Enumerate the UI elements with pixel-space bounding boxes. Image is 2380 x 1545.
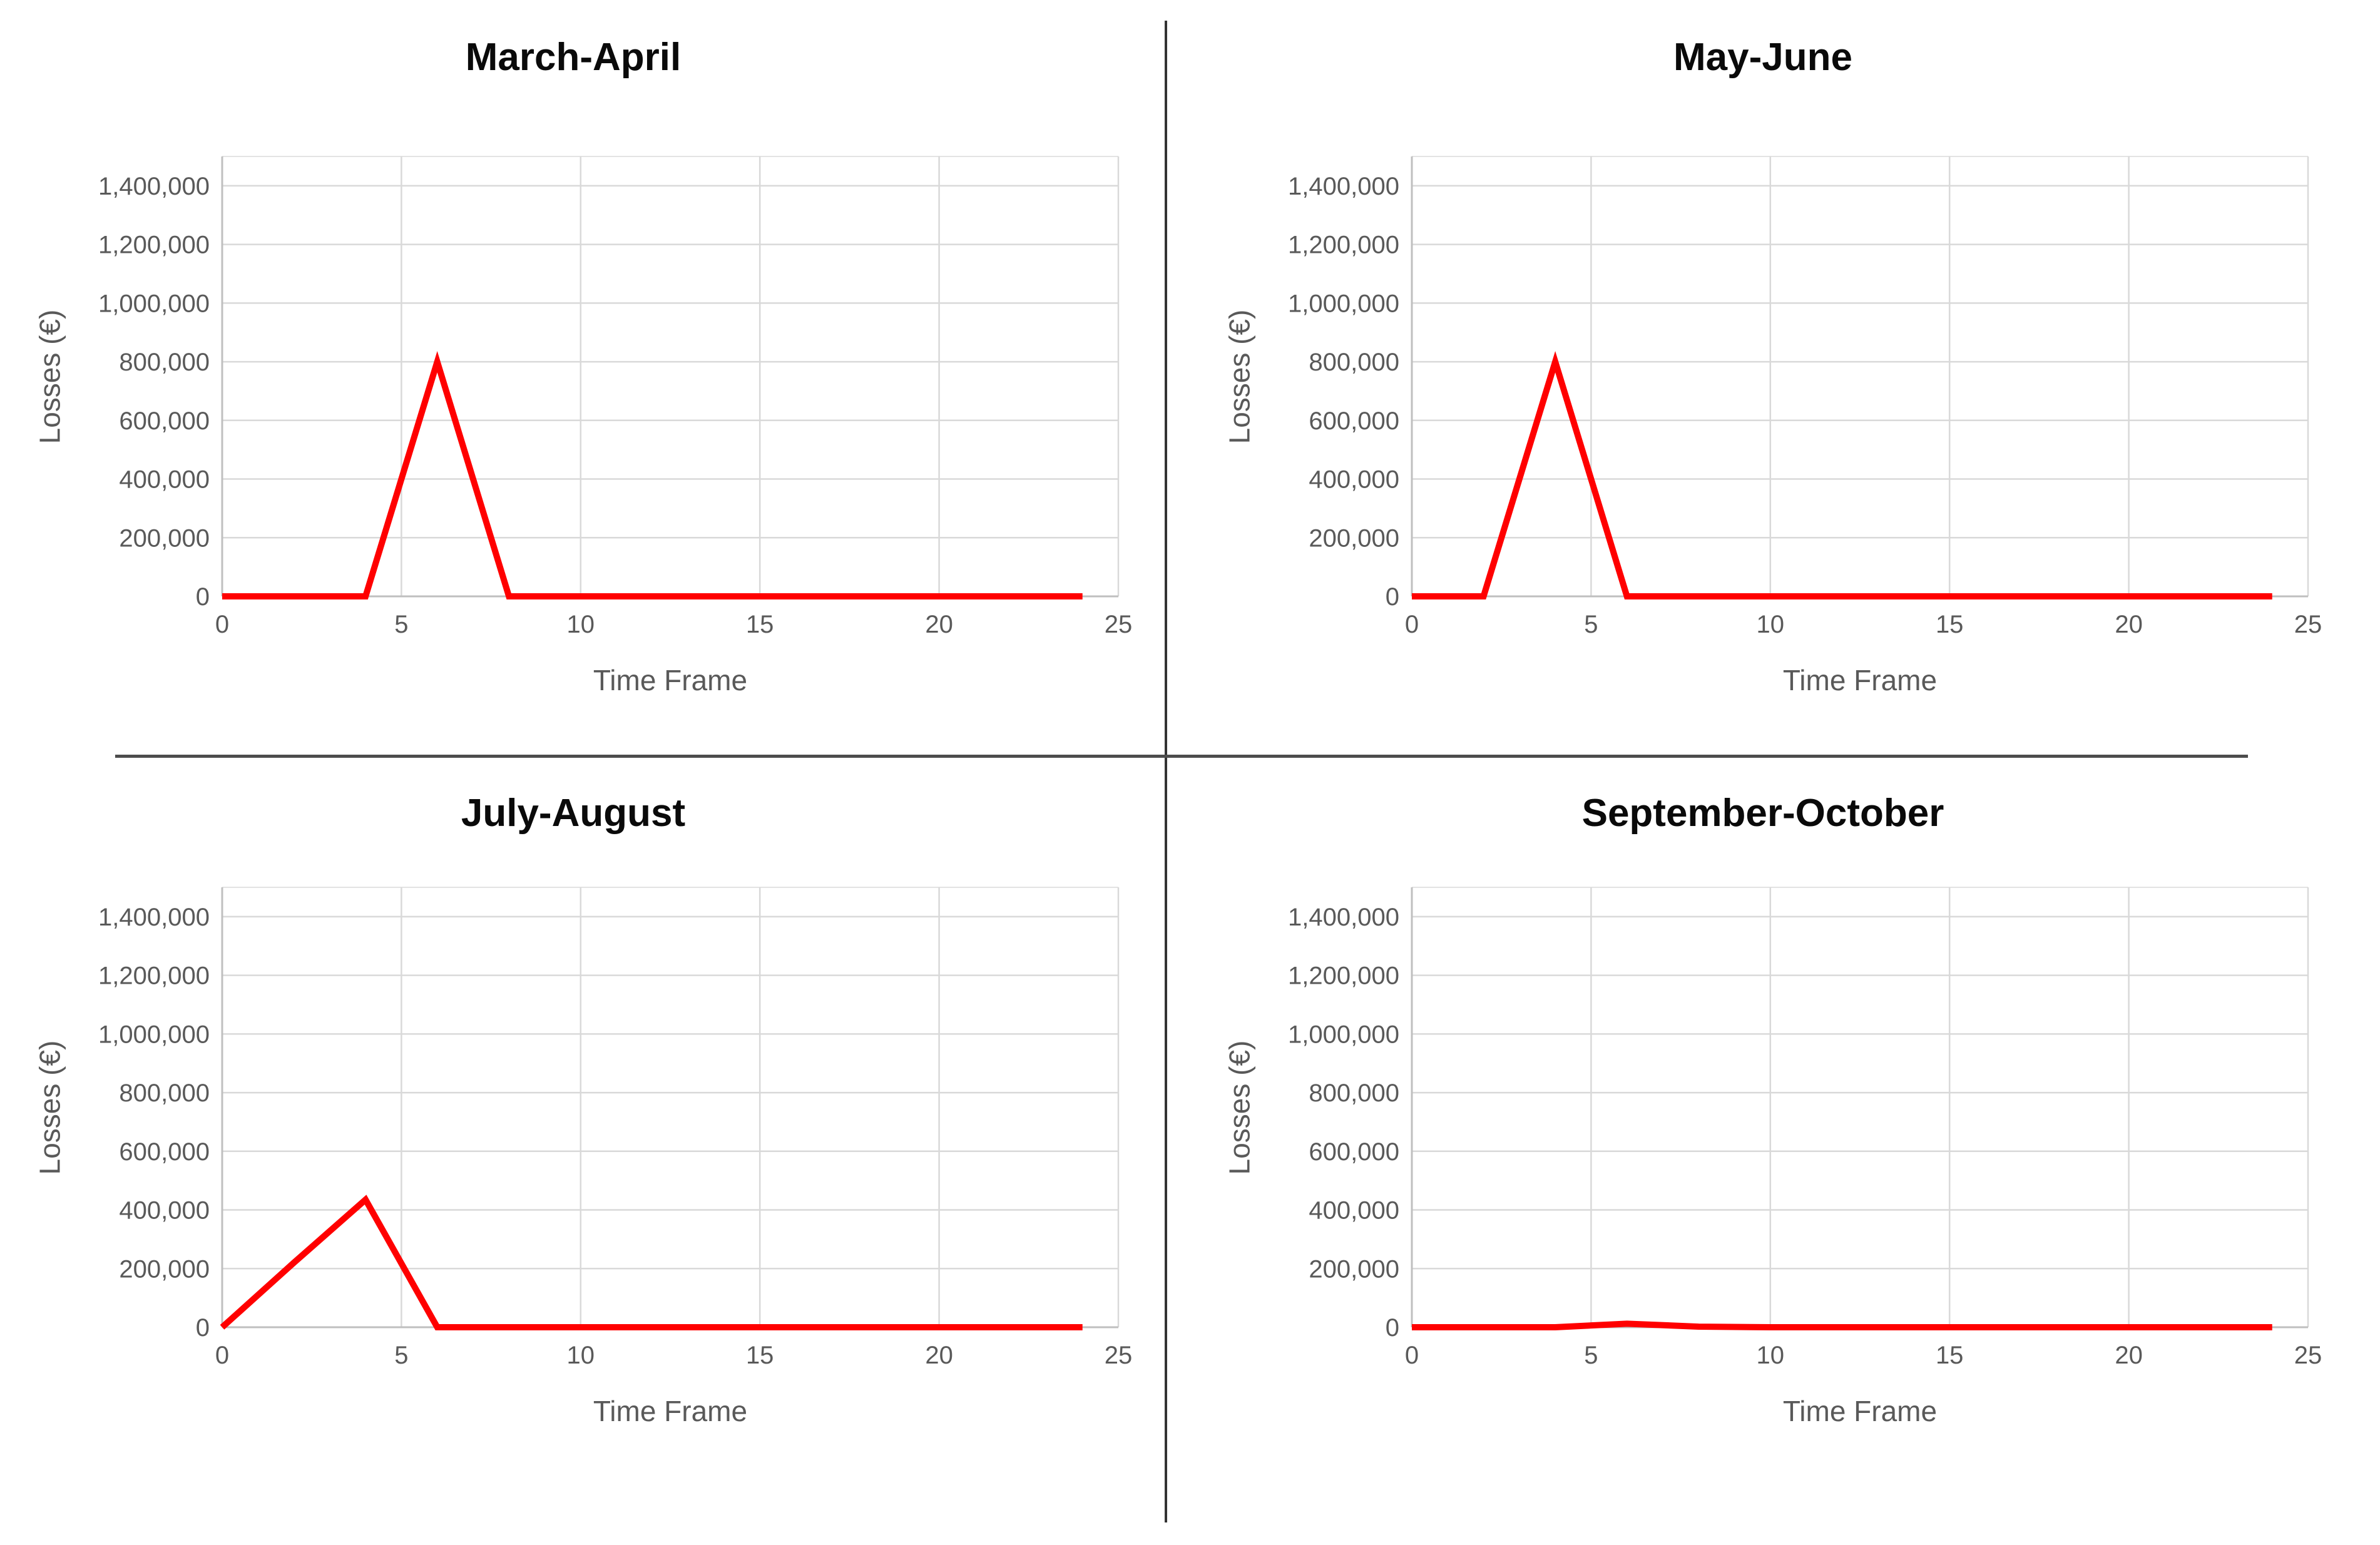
plot-area: 0 200,000 400,000 600,000 800,000 1,000,000 1,… [1288, 156, 2322, 638]
chart-may-june: May-June Losses (€) 0 200,000 400,000 600,0… [1218, 33, 2338, 697]
x-tick-label: 10 [1757, 611, 1785, 638]
x-tick-label: 0 [1405, 1342, 1419, 1369]
series-line [1412, 1320, 2272, 1330]
y-tick-label: 200,000 [119, 524, 210, 552]
x-tick-label: 0 [1405, 611, 1419, 638]
y-tick-label: 800,000 [119, 1079, 210, 1107]
x-tick-label: 25 [2294, 1342, 2322, 1369]
chart-body: Losses (€) 0 200,000 400,000 600,000 800,000… [1218, 144, 2338, 645]
vertical-divider-line [1165, 21, 1167, 1522]
chart-title: March-April [465, 36, 682, 79]
x-axis-title: Time Frame [1782, 664, 1938, 696]
y-tick-label: 1,400,000 [98, 173, 210, 200]
y-tick-label: 1,200,000 [1288, 232, 1399, 259]
y-tick-label: 1,200,000 [98, 962, 210, 990]
x-tick-label: 20 [925, 1342, 953, 1369]
plot-area: 0 200,000 400,000 600,000 800,000 1,000,000 1,… [98, 156, 1133, 638]
x-tick-label: 25 [1105, 611, 1133, 638]
y-tick-label: 1,400,000 [1288, 173, 1399, 200]
quadrant-may-june: May-June Losses (€) 0 200,000 400,000 600,0… [1190, 0, 2380, 772]
x-axis-title: Time Frame [1782, 1395, 1938, 1427]
x-tick-label: 10 [1757, 1342, 1785, 1369]
quadrant-september-october: September-October Losses (€) 0 200,000 400… [1190, 772, 2380, 1545]
x-tick-label: 15 [1936, 1342, 1964, 1369]
quadrant-july-august: July-August Losses (€) 0 200,000 400,000 60… [0, 772, 1190, 1545]
y-tick-label: 200,000 [1309, 1255, 1399, 1283]
x-tick-label: 15 [1936, 611, 1964, 638]
x-tick-label: 10 [567, 611, 595, 638]
x-tick-label: 5 [1584, 611, 1598, 638]
y-tick-label: 200,000 [119, 1255, 210, 1283]
series-line [222, 350, 1083, 599]
y-tick-label: 0 [196, 583, 210, 611]
x-tick-label: 15 [746, 611, 774, 638]
y-tick-label: 400,000 [119, 466, 210, 494]
plot-area: 0 200,000 400,000 600,000 800,000 1,000,000 1,… [1288, 887, 2322, 1369]
x-tick-label: 25 [2294, 611, 2322, 638]
y-tick-label: 0 [196, 1314, 210, 1342]
y-tick-label: 600,000 [119, 1138, 210, 1166]
y-tick-label: 1,400,000 [1288, 904, 1399, 931]
y-tick-label: 400,000 [119, 1197, 210, 1225]
x-tick-label: 0 [215, 611, 229, 638]
y-tick-label: 800,000 [1309, 349, 1399, 376]
chart-title: July-August [461, 792, 686, 835]
x-tick-label: 5 [394, 611, 408, 638]
x-tick-label: 25 [1105, 1342, 1133, 1369]
y-tick-label: 600,000 [1309, 407, 1399, 435]
chart-march-april: March-April Losses (€) 0 200,000 400,000 60… [28, 33, 1148, 697]
chart-july-august: July-August Losses (€) 0 200,000 400,000 60… [28, 788, 1148, 1428]
y-tick-label: 0 [1386, 1314, 1399, 1342]
x-tick-label: 5 [394, 1342, 408, 1369]
y-tick-label: 800,000 [1309, 1079, 1399, 1107]
y-tick-label: 400,000 [1309, 1197, 1399, 1225]
y-tick-label: 800,000 [119, 349, 210, 376]
y-tick-label: 1,000,000 [98, 1021, 210, 1048]
x-tick-label: 15 [746, 1342, 774, 1369]
quadrant-march-april: March-April Losses (€) 0 200,000 400,000 60… [0, 0, 1190, 772]
chart-title: May-June [1673, 36, 1852, 79]
chart-september-october: September-October Losses (€) 0 200,000 400… [1218, 788, 2338, 1428]
x-tick-label: 0 [215, 1342, 229, 1369]
x-axis-title: Time Frame [593, 664, 748, 696]
x-axis-title: Time Frame [593, 1395, 748, 1427]
chart-title: September-October [1581, 792, 1944, 835]
y-tick-label: 1,000,000 [1288, 290, 1399, 317]
y-tick-label: 1,000,000 [98, 290, 210, 317]
y-tick-label: 400,000 [1309, 466, 1399, 494]
series-line [220, 1195, 1083, 1330]
x-tick-label: 20 [925, 611, 953, 638]
y-tick-label: 200,000 [1309, 524, 1399, 552]
y-tick-label: 1,200,000 [98, 232, 210, 259]
y-tick-label: 1,000,000 [1288, 1021, 1399, 1048]
y-tick-label: 0 [1386, 583, 1399, 611]
y-tick-label: 600,000 [119, 407, 210, 435]
x-tick-label: 5 [1584, 1342, 1598, 1369]
y-tick-label: 600,000 [1309, 1138, 1399, 1166]
y-tick-label: 1,200,000 [1288, 962, 1399, 990]
chart-body: Losses (€) 0 200,000 400,000 600,000 800,000… [28, 144, 1148, 645]
x-tick-label: 20 [2115, 611, 2143, 638]
series-line [1412, 350, 2272, 599]
plot-area: 0 200,000 400,000 600,000 800,000 1,000,000 1,… [98, 887, 1133, 1369]
x-tick-label: 10 [567, 1342, 595, 1369]
x-tick-label: 20 [2115, 1342, 2143, 1369]
y-tick-label: 1,400,000 [98, 904, 210, 931]
chart-body: Losses (€) 0 200,000 400,000 600,000 800,000… [28, 875, 1148, 1375]
horizontal-divider-line [115, 755, 2248, 758]
chart-body: Losses (€) 0 200,000 400,000 600,000 800,000… [1218, 875, 2338, 1375]
